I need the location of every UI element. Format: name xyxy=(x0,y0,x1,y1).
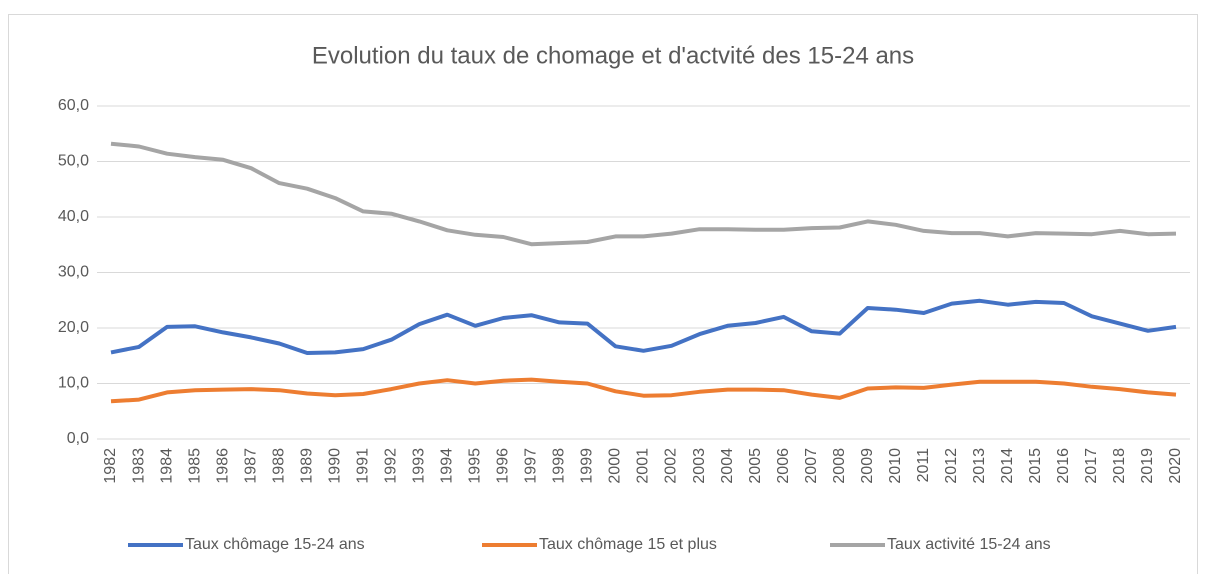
x-tick-label: 1988 xyxy=(270,448,287,484)
x-tick-label: 1985 xyxy=(186,448,203,484)
x-tick-label: 1999 xyxy=(579,448,596,484)
x-tick-label: 2020 xyxy=(1167,448,1184,484)
x-tick-label: 2013 xyxy=(971,448,988,484)
x-tick-label: 1987 xyxy=(242,448,259,484)
x-tick-label: 2012 xyxy=(943,448,960,484)
x-tick-label: 2007 xyxy=(803,448,820,484)
x-tick-label: 1991 xyxy=(354,448,371,484)
legend-label: Taux chômage 15-24 ans xyxy=(185,536,365,553)
legend-label: Taux chômage 15 et plus xyxy=(539,536,717,553)
x-tick-label: 1995 xyxy=(467,448,484,484)
y-tick-label: 30,0 xyxy=(58,264,89,281)
x-tick-label: 2018 xyxy=(1111,448,1128,484)
y-tick-label: 20,0 xyxy=(58,319,89,336)
x-tick-label: 1983 xyxy=(130,448,147,484)
x-tick-label: 2004 xyxy=(719,448,736,484)
legend-label: Taux activité 15-24 ans xyxy=(887,536,1051,553)
x-tick-label: 2005 xyxy=(747,448,764,484)
series-line xyxy=(110,298,1177,355)
y-tick-label: 10,0 xyxy=(58,375,89,392)
x-tick-label: 1984 xyxy=(158,448,175,484)
x-tick-label: 1994 xyxy=(439,448,456,484)
x-tick-label: 2014 xyxy=(999,448,1016,484)
x-tick-label: 2011 xyxy=(915,448,932,483)
x-tick-label: 1996 xyxy=(495,448,512,484)
x-tick-label: 2009 xyxy=(859,448,876,484)
x-tick-label: 2019 xyxy=(1139,448,1156,484)
x-tick-label: 2000 xyxy=(607,448,624,484)
x-tick-label: 2001 xyxy=(635,448,652,484)
y-tick-label: 60,0 xyxy=(58,97,89,114)
x-tick-label: 2002 xyxy=(663,448,680,484)
x-tick-label: 2016 xyxy=(1055,448,1072,484)
x-tick-label: 1998 xyxy=(551,448,568,484)
x-tick-label: 2003 xyxy=(691,448,708,484)
x-tick-label: 1997 xyxy=(523,448,540,484)
chart-frame xyxy=(8,14,1198,574)
y-tick-label: 40,0 xyxy=(58,208,89,225)
x-tick-label: 2006 xyxy=(775,448,792,484)
x-tick-label: 2008 xyxy=(831,448,848,484)
x-tick-label: 2015 xyxy=(1027,448,1044,484)
x-tick-label: 1990 xyxy=(326,448,343,484)
x-tick-label: 2010 xyxy=(887,448,904,484)
x-tick-label: 1992 xyxy=(382,448,399,484)
x-tick-label: 1993 xyxy=(411,448,428,484)
x-tick-label: 1982 xyxy=(102,448,119,484)
x-tick-label: 2017 xyxy=(1083,448,1100,484)
x-tick-label: 1989 xyxy=(298,448,315,484)
series-line xyxy=(110,141,1177,247)
y-tick-label: 50,0 xyxy=(58,153,89,170)
y-tick-label: 0,0 xyxy=(67,430,89,447)
x-tick-label: 1986 xyxy=(214,448,231,484)
series-line xyxy=(110,377,1177,404)
chart-title: Evolution du taux de chomage et d'actvit… xyxy=(312,42,914,69)
